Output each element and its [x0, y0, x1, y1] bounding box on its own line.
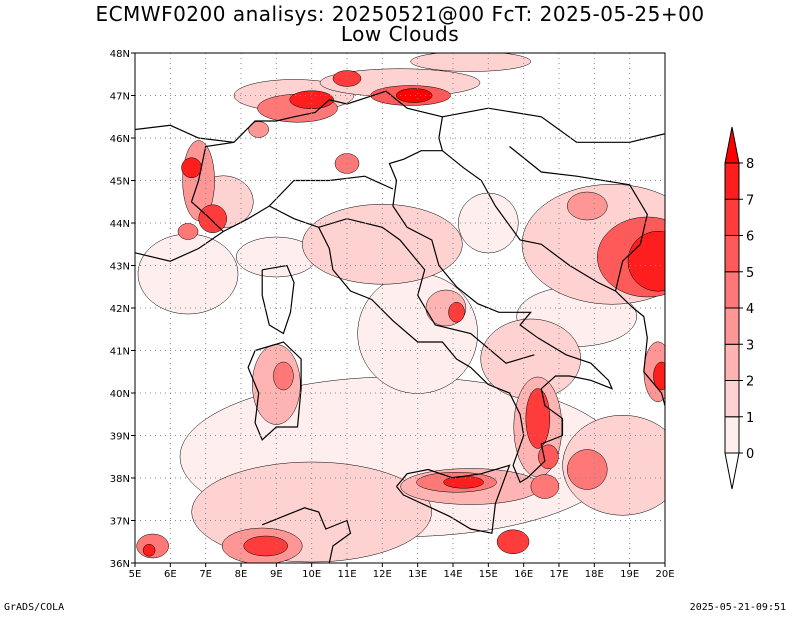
lat-label: 38N — [110, 474, 130, 485]
lon-label: 7E — [199, 569, 212, 580]
coastline — [396, 464, 511, 534]
cloud-patch — [562, 415, 665, 516]
colorbar-label: 7 — [746, 193, 754, 208]
cloud-patch — [273, 361, 294, 391]
colorbar-segment — [724, 198, 740, 236]
colorbar-segment — [724, 343, 740, 381]
cloud-patch — [177, 223, 199, 240]
cloud-patch — [530, 474, 560, 499]
lon-label: 5E — [129, 569, 142, 580]
coastline — [509, 146, 648, 292]
cloud-patch — [653, 361, 665, 391]
colorbar-legend: 0 1 2 3 4 5 6 7 8 — [724, 126, 754, 490]
cloud-patch — [567, 449, 608, 490]
colorbar-segment — [724, 162, 740, 200]
coastline — [261, 264, 295, 335]
colorbar-label: 0 — [746, 447, 754, 462]
lat-label: 42N — [110, 304, 130, 315]
graticule — [135, 53, 665, 563]
colorbar-segment — [724, 416, 740, 454]
map-subtitle: Low Clouds — [340, 22, 460, 46]
lat-label: 48N — [110, 49, 130, 60]
map-title: ECMWF0200 analisys: 20250521@00 FcT: 202… — [95, 2, 705, 26]
coastline — [261, 507, 352, 563]
cloud-patch — [410, 53, 531, 72]
coastline — [268, 175, 394, 207]
cloud-patch — [448, 302, 465, 323]
lon-label: 10E — [302, 569, 321, 580]
lat-label: 36N — [110, 559, 130, 570]
colorbar-segment — [724, 271, 740, 309]
coastline — [198, 90, 444, 181]
lat-label: 40N — [110, 389, 130, 400]
lon-label: 12E — [373, 569, 392, 580]
lon-label: 8E — [235, 569, 248, 580]
lat-label: 47N — [110, 92, 130, 103]
lon-label: 16E — [514, 569, 533, 580]
cloud-patch — [443, 476, 484, 489]
coastline — [223, 150, 614, 484]
coastline — [190, 180, 224, 232]
colorbar-min-arrow — [724, 452, 740, 490]
lat-label: 44N — [110, 219, 130, 230]
cloud-patch — [567, 191, 608, 221]
lat-label: 37N — [110, 517, 130, 528]
coastline — [135, 231, 224, 262]
lat-label: 39N — [110, 432, 130, 443]
lon-label: 13E — [408, 569, 427, 580]
lon-label: 14E — [443, 569, 462, 580]
cloud-field-layer — [136, 53, 665, 563]
lon-label: 17E — [549, 569, 568, 580]
colorbar-segment — [724, 380, 740, 418]
cloud-patch — [627, 231, 665, 292]
coastline — [135, 124, 234, 143]
coastline — [442, 150, 665, 406]
colorbar-label: 6 — [746, 230, 754, 245]
lon-label: 15E — [479, 569, 498, 580]
lat-label: 43N — [110, 262, 130, 273]
colorbar-segment — [724, 235, 740, 273]
lon-label: 6E — [164, 569, 177, 580]
colorbar-label: 1 — [746, 411, 754, 426]
longitude-axis: 5E 6E 7E 8E 9E 10E 11E 12E 13E 14E 15E 16E 17E 18E 19E… — [129, 563, 675, 580]
cloud-patch — [243, 535, 288, 557]
cloud-patch — [525, 388, 551, 449]
cloud-patch — [496, 529, 530, 554]
colorbar-label: 2 — [746, 375, 754, 390]
coastline — [442, 107, 665, 143]
lon-label: 19E — [620, 569, 639, 580]
lon-label: 9E — [270, 569, 283, 580]
cloud-patch — [395, 88, 433, 103]
cloud-patch — [302, 204, 463, 285]
cloud-patch — [142, 544, 156, 557]
colorbar-segment — [724, 307, 740, 345]
footer-credit: GrADS/COLA — [4, 602, 65, 613]
footer-timestamp: 2025-05-21-09:51 — [689, 602, 786, 613]
latitude-axis: 36N 37N 38N 39N 40N 41N 42N 43N 44N 45N 46N 47N 48N — [110, 49, 135, 570]
lon-label: 11E — [337, 569, 356, 580]
colorbar-label: 4 — [746, 302, 754, 317]
cloud-patch — [198, 204, 227, 233]
coastline — [247, 341, 302, 441]
lon-label: 20E — [655, 569, 674, 580]
colorbar-max-arrow — [724, 126, 740, 164]
cloud-patch — [137, 233, 239, 315]
cloud-patch — [181, 157, 202, 178]
colorbar-label: 5 — [746, 266, 754, 281]
lat-label: 45N — [110, 177, 130, 188]
colorbar-label: 3 — [746, 338, 754, 353]
lon-label: 18E — [585, 569, 604, 580]
lat-label: 41N — [110, 347, 130, 358]
lat-label: 46N — [110, 134, 130, 145]
colorbar-label: 8 — [746, 157, 754, 172]
coastline-layer — [135, 90, 665, 563]
